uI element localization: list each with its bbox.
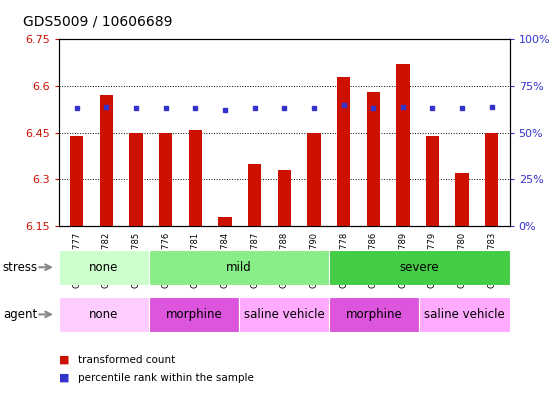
Bar	[149, 297, 239, 332]
Text: none: none	[89, 308, 119, 321]
Bar	[239, 297, 329, 332]
Text: ■: ■	[59, 354, 69, 365]
Bar	[278, 170, 291, 226]
Text: mild: mild	[226, 261, 252, 274]
Bar	[59, 250, 149, 285]
Bar	[329, 297, 419, 332]
Bar	[159, 132, 172, 226]
Bar	[129, 132, 143, 226]
Bar	[419, 297, 510, 332]
Text: saline vehicle: saline vehicle	[424, 308, 505, 321]
Text: stress: stress	[3, 261, 38, 274]
Text: ■: ■	[59, 373, 69, 383]
Text: GDS5009 / 10606689: GDS5009 / 10606689	[23, 14, 172, 28]
Bar	[70, 136, 83, 226]
Bar	[189, 130, 202, 226]
Text: transformed count: transformed count	[78, 354, 176, 365]
Text: percentile rank within the sample: percentile rank within the sample	[78, 373, 254, 383]
Bar	[366, 92, 380, 226]
Text: morphine: morphine	[346, 308, 403, 321]
Text: morphine: morphine	[166, 308, 222, 321]
Bar	[59, 297, 149, 332]
Text: none: none	[89, 261, 119, 274]
Bar	[149, 250, 329, 285]
Bar	[337, 77, 350, 226]
Bar	[329, 250, 510, 285]
Text: severe: severe	[400, 261, 439, 274]
Bar	[485, 132, 498, 226]
Text: saline vehicle: saline vehicle	[244, 308, 325, 321]
Bar	[248, 164, 261, 226]
Text: agent: agent	[3, 308, 37, 321]
Bar	[426, 136, 439, 226]
Bar	[218, 217, 231, 226]
Bar	[396, 64, 409, 226]
Bar	[307, 132, 320, 226]
Bar	[100, 95, 113, 226]
Bar	[455, 173, 469, 226]
